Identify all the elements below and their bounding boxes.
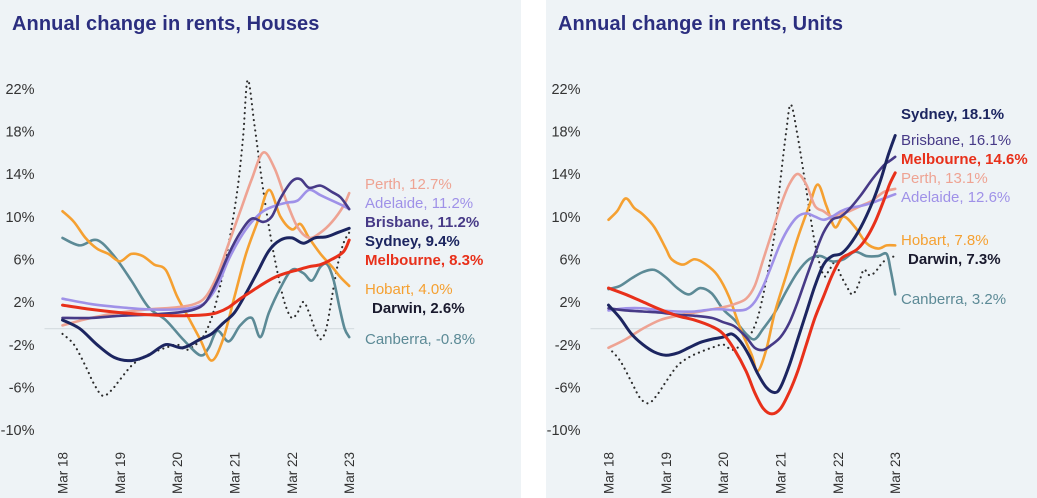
svg-text:18%: 18% xyxy=(5,125,34,141)
svg-text:-10%: -10% xyxy=(547,423,581,439)
svg-text:Mar 21: Mar 21 xyxy=(228,452,243,494)
svg-text:Mar 23: Mar 23 xyxy=(342,452,357,494)
svg-text:-6%: -6% xyxy=(9,381,35,397)
svg-text:14%: 14% xyxy=(5,167,34,183)
svg-text:10%: 10% xyxy=(5,210,34,226)
svg-text:22%: 22% xyxy=(5,82,34,98)
svg-text:10%: 10% xyxy=(551,210,580,226)
svg-text:Mar 22: Mar 22 xyxy=(831,452,846,494)
svg-text:6%: 6% xyxy=(14,253,35,269)
svg-text:6%: 6% xyxy=(560,253,581,269)
svg-text:Mar 22: Mar 22 xyxy=(285,452,300,494)
svg-text:Mar 18: Mar 18 xyxy=(602,452,617,494)
svg-text:14%: 14% xyxy=(551,167,580,183)
svg-text:2%: 2% xyxy=(14,295,35,311)
svg-text:Mar 20: Mar 20 xyxy=(170,452,185,494)
svg-text:-2%: -2% xyxy=(555,338,581,354)
svg-text:-10%: -10% xyxy=(1,423,35,439)
svg-text:22%: 22% xyxy=(551,82,580,98)
svg-text:Mar 19: Mar 19 xyxy=(659,452,674,494)
svg-text:Mar 20: Mar 20 xyxy=(716,452,731,494)
svg-text:Mar 21: Mar 21 xyxy=(774,452,789,494)
svg-text:-2%: -2% xyxy=(9,338,35,354)
svg-text:2%: 2% xyxy=(560,295,581,311)
svg-text:Mar 23: Mar 23 xyxy=(888,452,903,494)
svg-text:-6%: -6% xyxy=(555,381,581,397)
svg-text:Mar 19: Mar 19 xyxy=(113,452,128,494)
svg-text:Mar 18: Mar 18 xyxy=(56,452,71,494)
svg-text:18%: 18% xyxy=(551,125,580,141)
